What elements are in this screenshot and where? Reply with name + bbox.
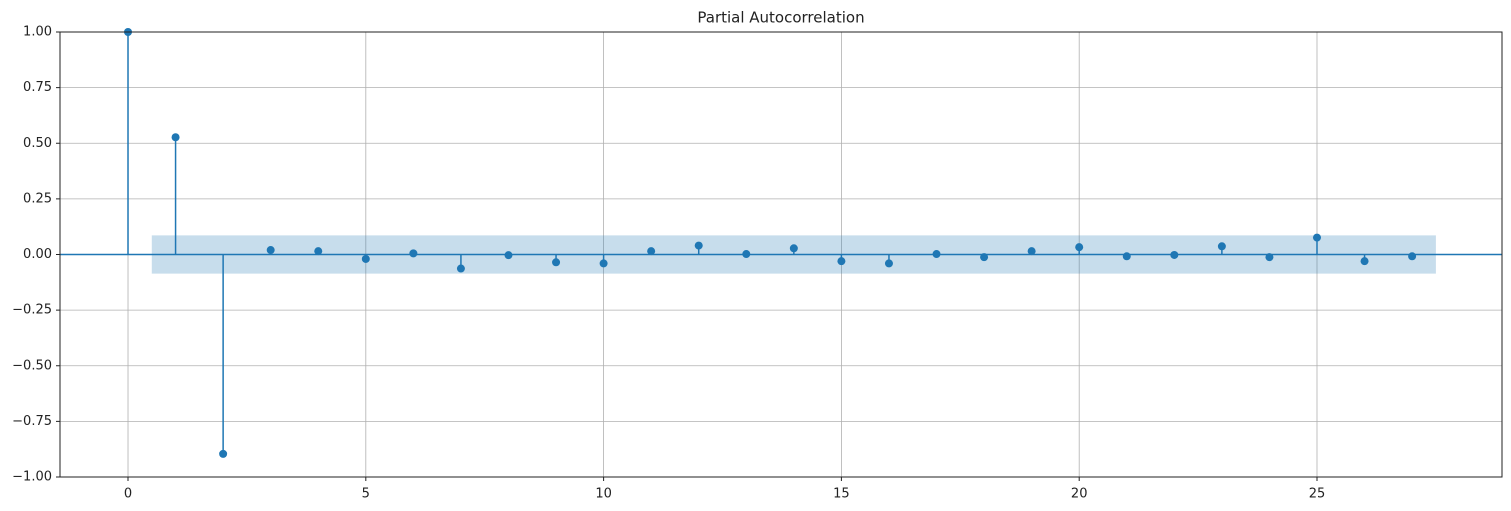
- stem-marker: [837, 257, 846, 266]
- stem-marker: [932, 250, 941, 259]
- stem-marker: [1408, 252, 1417, 261]
- stem-marker: [1170, 250, 1179, 259]
- chart-title: Partial Autocorrelation: [697, 9, 864, 27]
- stem-marker: [456, 264, 465, 273]
- stem-marker: [1122, 252, 1131, 261]
- y-tick-label: 0.25: [23, 191, 52, 206]
- stem-marker: [694, 241, 703, 250]
- y-tick-label: −0.25: [12, 303, 52, 318]
- y-tick-label: 0.50: [23, 136, 52, 151]
- stem-marker: [1312, 233, 1321, 242]
- x-tick-label: 10: [595, 487, 612, 502]
- stem-marker: [171, 133, 180, 142]
- plot-frame: [59, 31, 1503, 478]
- y-tick-label: 0.75: [23, 80, 52, 95]
- x-tick-label: 20: [1071, 487, 1088, 502]
- y-tick-label: −0.50: [12, 358, 52, 373]
- y-tick-label: −0.75: [12, 414, 52, 429]
- stem-marker: [1027, 247, 1036, 256]
- x-tick-label: 25: [1309, 487, 1326, 502]
- stem-marker: [552, 258, 561, 267]
- stem-marker: [504, 251, 513, 260]
- stem-marker: [1075, 243, 1084, 252]
- stem-marker: [1360, 257, 1369, 266]
- x-tick-label: 0: [124, 487, 132, 502]
- stem-marker: [599, 259, 608, 268]
- stem-marker: [884, 259, 893, 268]
- x-tick-label: 5: [362, 487, 370, 502]
- stem-marker: [980, 253, 989, 262]
- stem-marker: [789, 244, 798, 253]
- stem-marker: [219, 449, 228, 458]
- x-tick-label: 15: [833, 487, 850, 502]
- y-tick-label: 0.00: [23, 247, 52, 262]
- stem-marker: [647, 247, 656, 256]
- stem-marker: [361, 254, 370, 263]
- stem-marker: [266, 246, 275, 255]
- stem-marker: [409, 249, 418, 258]
- stem-marker: [314, 247, 323, 256]
- y-tick-label: 1.00: [23, 25, 52, 40]
- stem-marker: [742, 250, 751, 259]
- y-tick-label: −1.00: [12, 470, 52, 485]
- stem-marker: [1217, 242, 1226, 251]
- stem-marker: [1265, 253, 1274, 262]
